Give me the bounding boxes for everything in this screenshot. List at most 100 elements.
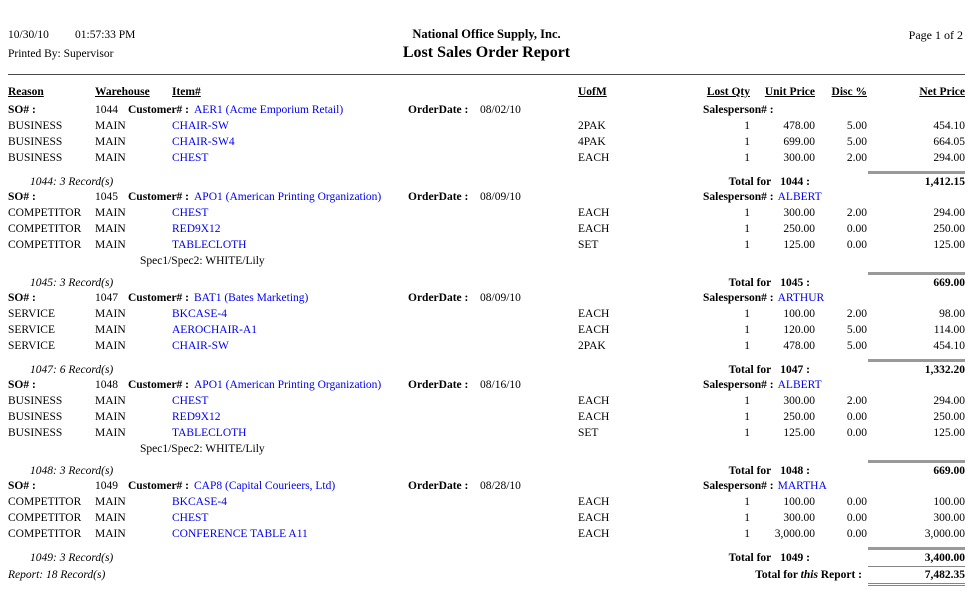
net-price-cell: 125.00 xyxy=(933,427,965,439)
order-date-value: 08/28/10 xyxy=(480,480,521,492)
item-link[interactable]: CHEST xyxy=(172,207,209,219)
reason-cell: COMPETITOR xyxy=(8,239,82,251)
lost-qty-cell: 1 xyxy=(744,324,750,336)
customer-link[interactable]: APO1 (American Printing Organization) xyxy=(194,379,382,391)
order-date-label: OrderDate : xyxy=(408,104,469,116)
so-number: 1048 xyxy=(95,379,118,391)
unit-price-cell: 120.00 xyxy=(783,324,815,336)
salesperson-link[interactable]: ALBERT xyxy=(777,379,822,391)
record-count: 1049: 3 Record(s) xyxy=(30,552,114,564)
net-price-cell: 454.10 xyxy=(933,120,965,132)
uofm-cell: EACH xyxy=(578,324,610,336)
total-for-label: Total for xyxy=(728,364,772,376)
table-row: BUSINESS MAIN CHAIR-SW 2PAK 1 478.00 5.00 454.1… xyxy=(8,119,965,135)
salesperson-link[interactable]: ARTHUR xyxy=(777,292,825,304)
total-so-number: 1048 : xyxy=(780,465,810,477)
salesperson-label: Salesperson# : xyxy=(703,379,774,391)
disc-cell: 0.00 xyxy=(846,411,867,423)
page-indicator: Page 1 of 2 xyxy=(908,28,963,42)
report-body: SO# : 1044 Customer# : AER1 (Acme Emporium … xyxy=(8,103,965,587)
item-link[interactable]: CHEST xyxy=(172,395,209,407)
unit-price-cell: 250.00 xyxy=(783,223,815,235)
order-date-value: 08/09/10 xyxy=(480,292,521,304)
reason-cell: COMPETITOR xyxy=(8,496,82,508)
lost-qty-cell: 1 xyxy=(744,427,750,439)
order-date-cell: OrderDate : 08/28/10 xyxy=(408,479,703,493)
total-for-label: Total for xyxy=(728,277,772,289)
unit-price-cell: 478.00 xyxy=(783,120,815,132)
lost-qty-cell: 1 xyxy=(744,411,750,423)
customer-link[interactable]: CAP8 (Capital Courieers, Ltd) xyxy=(194,480,336,492)
net-price-cell: 454.10 xyxy=(933,340,965,352)
so-header-row: SO# : 1048 Customer# : APO1 (American Print… xyxy=(8,378,965,394)
so-label: SO# : xyxy=(8,191,36,203)
total-so-number: 1049 : xyxy=(780,552,810,564)
reason-cell: SERVICE xyxy=(8,308,55,320)
lost-qty-cell: 1 xyxy=(744,207,750,219)
salesperson-link[interactable]: ALBERT xyxy=(777,191,822,203)
warehouse-cell: MAIN xyxy=(95,324,126,336)
customer-cell: Customer# : BAT1 (Bates Marketing) xyxy=(128,291,408,305)
item-link[interactable]: CHAIR-SW4 xyxy=(172,136,235,148)
warehouse-cell: MAIN xyxy=(95,427,126,439)
item-link[interactable]: CHAIR-SW xyxy=(172,340,229,352)
section-total-amount: 669.00 xyxy=(868,272,965,290)
customer-link[interactable]: BAT1 (Bates Marketing) xyxy=(194,292,309,304)
item-link[interactable]: RED9X12 xyxy=(172,223,221,235)
lost-qty-cell: 1 xyxy=(744,152,750,164)
so-header-row: SO# : 1047 Customer# : BAT1 (Bates Marketin… xyxy=(8,291,965,307)
customer-cell: Customer# : APO1 (American Printing Organ… xyxy=(128,190,408,204)
item-link[interactable]: TABLECLOTH xyxy=(172,427,247,439)
col-header-lost-qty: Lost Qty xyxy=(706,86,750,98)
disc-cell: 2.00 xyxy=(846,395,867,407)
item-link[interactable]: CONFERENCE TABLE A11 xyxy=(172,528,308,540)
unit-price-cell: 699.00 xyxy=(783,136,815,148)
customer-link[interactable]: APO1 (American Printing Organization) xyxy=(194,191,382,203)
salesperson-link[interactable]: MARTHA xyxy=(777,480,827,492)
disc-cell: 0.00 xyxy=(846,528,867,540)
disc-cell: 2.00 xyxy=(846,152,867,164)
salesperson-cell: Salesperson# : MARTHA xyxy=(703,479,965,493)
warehouse-cell: MAIN xyxy=(95,411,126,423)
item-link[interactable]: CHAIR-SW xyxy=(172,120,229,132)
customer-label: Customer# : xyxy=(128,379,189,391)
section-total-amount: 669.00 xyxy=(868,460,965,478)
disc-cell: 5.00 xyxy=(846,324,867,336)
table-row: COMPETITOR MAIN RED9X12 EACH 1 250.00 0.00 250.… xyxy=(8,222,965,238)
item-link[interactable]: CHEST xyxy=(172,512,209,524)
total-for-label: Total for xyxy=(728,552,772,564)
order-date-label: OrderDate : xyxy=(408,379,469,391)
net-price-cell: 664.05 xyxy=(933,136,965,148)
reason-cell: BUSINESS xyxy=(8,152,63,164)
uofm-cell: SET xyxy=(578,427,599,439)
unit-price-cell: 300.00 xyxy=(783,152,815,164)
record-count: 1047: 6 Record(s) xyxy=(30,364,114,376)
salesperson-label: Salesperson# : xyxy=(703,104,774,116)
print-time: 01:57:33 PM xyxy=(75,29,136,41)
warehouse-cell: MAIN xyxy=(95,223,126,235)
lost-qty-cell: 1 xyxy=(744,223,750,235)
customer-cell: Customer# : CAP8 (Capital Courieers, Ltd) xyxy=(128,479,408,493)
table-row: SERVICE MAIN CHAIR-SW 2PAK 1 478.00 5.00 454.10 xyxy=(8,339,965,355)
item-link[interactable]: BKCASE-4 xyxy=(172,308,227,320)
item-link[interactable]: TABLECLOTH xyxy=(172,239,247,251)
item-link[interactable]: AEROCHAIR-A1 xyxy=(172,324,257,336)
item-link[interactable]: CHEST xyxy=(172,152,209,164)
net-price-cell: 125.00 xyxy=(933,239,965,251)
item-link[interactable]: RED9X12 xyxy=(172,411,221,423)
customer-link[interactable]: AER1 (Acme Emporium Retail) xyxy=(194,104,344,116)
col-header-uofm: UofM xyxy=(578,86,607,98)
reason-cell: BUSINESS xyxy=(8,120,63,132)
customer-cell: Customer# : APO1 (American Printing Organ… xyxy=(128,378,408,392)
order-date-label: OrderDate : xyxy=(408,191,469,203)
order-date-label: OrderDate : xyxy=(408,292,469,304)
uofm-cell: EACH xyxy=(578,496,610,508)
warehouse-cell: MAIN xyxy=(95,152,126,164)
warehouse-cell: MAIN xyxy=(95,395,126,407)
net-price-cell: 114.00 xyxy=(933,324,965,336)
item-link[interactable]: BKCASE-4 xyxy=(172,496,227,508)
disc-cell: 0.00 xyxy=(846,427,867,439)
table-row: COMPETITOR MAIN TABLECLOTH SET 1 125.00 0.00 12… xyxy=(8,238,965,254)
section-total-row: 1048: 3 Record(s) Total for 1048 : 669.00 xyxy=(8,460,965,477)
warehouse-cell: MAIN xyxy=(95,239,126,251)
